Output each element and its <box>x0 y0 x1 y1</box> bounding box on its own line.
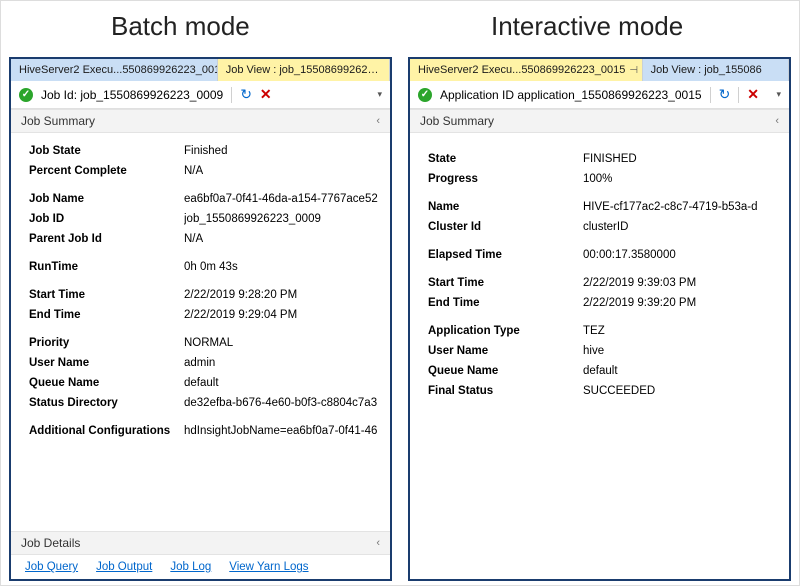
v-queue-name: default <box>184 373 219 393</box>
tabstrip: HiveServer2 Execu...550869926223_0015 ⊣ … <box>410 59 789 81</box>
section-title: Job Summary <box>420 114 494 128</box>
separator <box>710 87 711 103</box>
chevron-left-icon: ‹ <box>775 115 779 127</box>
v-job-state: Finished <box>184 141 227 161</box>
k-job-id: Job ID <box>29 209 184 229</box>
job-summary-header[interactable]: Job Summary ‹ <box>410 109 789 133</box>
v-state: FINISHED <box>583 149 637 169</box>
tab-label: Job View : job_15508699262… <box>226 64 379 76</box>
v-priority: NORMAL <box>184 333 233 353</box>
k-job-state: Job State <box>29 141 184 161</box>
interactive-panel: HiveServer2 Execu...550869926223_0015 ⊣ … <box>408 57 791 581</box>
v-progress: 100% <box>583 169 612 189</box>
v-final-status: SUCCEEDED <box>583 381 655 401</box>
v-percent-complete: N/A <box>184 161 203 181</box>
v-end-time: 2/22/2019 9:29:04 PM <box>184 305 297 325</box>
v-status-directory: de32efba-b676-4e60-b0f3-c8804c7a3 <box>184 393 377 413</box>
dropdown-icon[interactable]: ▾ <box>377 89 382 100</box>
k-user-name: User Name <box>428 341 583 361</box>
k-start-time: Start Time <box>428 273 583 293</box>
batch-mode-title: Batch mode <box>111 11 250 42</box>
v-name: HIVE-cf177ac2-c8c7-4719-b53a-d <box>583 197 758 217</box>
panels-container: HiveServer2 Execu...550869926223_0015 Jo… <box>9 57 791 581</box>
chevron-left-icon: ‹ <box>376 537 380 549</box>
k-start-time: Start Time <box>29 285 184 305</box>
tab-label: HiveServer2 Execu...550869926223_0015 <box>418 64 625 76</box>
v-elapsed-time: 00:00:17.3580000 <box>583 245 676 265</box>
k-progress: Progress <box>428 169 583 189</box>
k-priority: Priority <box>29 333 184 353</box>
refresh-icon[interactable]: ↻ <box>240 86 252 103</box>
summary-content: Job StateFinished Percent CompleteN/A Jo… <box>11 133 390 531</box>
k-name: Name <box>428 197 583 217</box>
section-title: Job Summary <box>21 114 95 128</box>
check-icon: ✓ <box>19 88 33 102</box>
k-status-directory: Status Directory <box>29 393 184 413</box>
link-job-query[interactable]: Job Query <box>25 561 78 573</box>
separator <box>231 87 232 103</box>
link-job-output[interactable]: Job Output <box>96 561 152 573</box>
link-job-log[interactable]: Job Log <box>170 561 211 573</box>
v-start-time: 2/22/2019 9:28:20 PM <box>184 285 297 305</box>
v-parent-job-id: N/A <box>184 229 203 249</box>
k-user-name: User Name <box>29 353 184 373</box>
v-job-name: ea6bf0a7-0f41-46da-a154-7767ace52l <box>184 189 378 209</box>
chevron-left-icon: ‹ <box>376 115 380 127</box>
job-summary-header[interactable]: Job Summary ‹ <box>11 109 390 133</box>
toolbar: ✓ Application ID application_15508699262… <box>410 81 789 109</box>
v-job-id: job_1550869926223_0009 <box>184 209 321 229</box>
k-application-type: Application Type <box>428 321 583 341</box>
v-user-name: admin <box>184 353 215 373</box>
k-state: State <box>428 149 583 169</box>
check-icon: ✓ <box>418 88 432 102</box>
properties: StateFINISHED Progress100% NameHIVE-cf17… <box>410 133 789 411</box>
k-cluster-id: Cluster Id <box>428 217 583 237</box>
links-row: Job Query Job Output Job Log View Yarn L… <box>11 555 390 579</box>
summary-content: StateFINISHED Progress100% NameHIVE-cf17… <box>410 133 789 579</box>
batch-panel: HiveServer2 Execu...550869926223_0015 Jo… <box>9 57 392 581</box>
k-additional-configs: Additional Configurations <box>29 421 184 441</box>
refresh-icon[interactable]: ↻ <box>719 86 731 103</box>
v-cluster-id: clusterID <box>583 217 628 237</box>
v-additional-configs: hdInsightJobName=ea6bf0a7-0f41-46 <box>184 421 377 441</box>
close-icon[interactable]: ✕ <box>260 86 272 103</box>
tab-jobview[interactable]: Job View : job_155086 <box>643 59 789 81</box>
separator <box>738 87 739 103</box>
tab-hiveserver2[interactable]: HiveServer2 Execu...550869926223_0015 <box>11 59 218 81</box>
k-end-time: End Time <box>428 293 583 313</box>
close-icon[interactable]: ✕ <box>747 86 759 103</box>
v-end-time: 2/22/2019 9:39:20 PM <box>583 293 696 313</box>
k-queue-name: Queue Name <box>428 361 583 381</box>
k-queue-name: Queue Name <box>29 373 184 393</box>
k-job-name: Job Name <box>29 189 184 209</box>
tab-label: Job View : job_155086 <box>651 64 762 76</box>
tab-label: HiveServer2 Execu...550869926223_0015 <box>19 64 218 76</box>
job-details-header[interactable]: Job Details ‹ <box>11 531 390 555</box>
properties: Job StateFinished Percent CompleteN/A Jo… <box>11 133 390 451</box>
v-application-type: TEZ <box>583 321 605 341</box>
k-parent-job-id: Parent Job Id <box>29 229 184 249</box>
link-view-yarn-logs[interactable]: View Yarn Logs <box>229 561 308 573</box>
k-runtime: RunTime <box>29 257 184 277</box>
k-end-time: End Time <box>29 305 184 325</box>
tab-hiveserver2[interactable]: HiveServer2 Execu...550869926223_0015 ⊣ … <box>410 59 643 81</box>
section-title: Job Details <box>21 536 80 550</box>
k-final-status: Final Status <box>428 381 583 401</box>
dropdown-icon[interactable]: ▾ <box>776 89 781 100</box>
v-start-time: 2/22/2019 9:39:03 PM <box>583 273 696 293</box>
v-queue-name: default <box>583 361 618 381</box>
tab-jobview[interactable]: Job View : job_15508699262… <box>218 59 390 81</box>
interactive-mode-title: Interactive mode <box>491 11 683 42</box>
k-percent-complete: Percent Complete <box>29 161 184 181</box>
v-user-name: hive <box>583 341 604 361</box>
toolbar: ✓ Job Id: job_1550869926223_0009 ↻ ✕ ▾ <box>11 81 390 109</box>
pin-icon[interactable]: ⊣ <box>629 65 638 76</box>
k-elapsed-time: Elapsed Time <box>428 245 583 265</box>
job-id-label: Job Id: job_1550869926223_0009 <box>41 88 223 102</box>
tabstrip: HiveServer2 Execu...550869926223_0015 Jo… <box>11 59 390 81</box>
v-runtime: 0h 0m 43s <box>184 257 238 277</box>
application-id-label: Application ID application_1550869926223… <box>440 88 702 102</box>
